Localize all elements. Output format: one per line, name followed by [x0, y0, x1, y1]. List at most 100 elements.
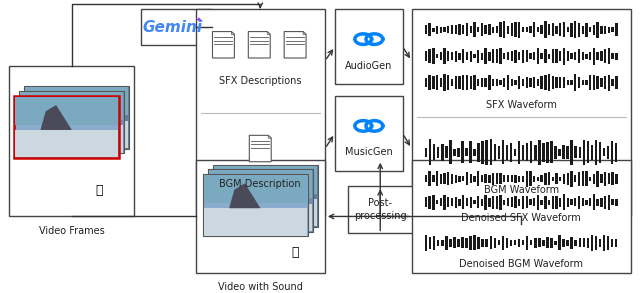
Bar	[209, 204, 312, 231]
Bar	[466, 172, 468, 185]
Text: AudioGen: AudioGen	[345, 61, 392, 71]
Bar	[538, 239, 541, 247]
Bar	[447, 26, 449, 33]
Bar	[432, 76, 435, 89]
Bar	[503, 21, 506, 38]
Bar	[574, 198, 577, 207]
Bar	[529, 78, 532, 87]
Bar	[454, 197, 457, 207]
Bar	[575, 240, 577, 246]
Bar	[563, 22, 565, 37]
Bar	[437, 146, 440, 158]
Text: ✦: ✦	[196, 16, 202, 22]
Bar	[589, 177, 591, 181]
Bar	[458, 76, 461, 89]
Polygon shape	[284, 32, 306, 58]
Bar	[542, 143, 545, 162]
Bar	[425, 25, 427, 35]
Bar	[566, 173, 569, 185]
Bar	[458, 176, 461, 182]
Bar	[563, 174, 565, 184]
Bar	[457, 239, 460, 246]
Text: SFX Descriptions: SFX Descriptions	[219, 76, 301, 86]
Bar	[541, 200, 543, 205]
Bar	[209, 170, 312, 198]
Bar	[533, 52, 535, 60]
Bar	[20, 92, 123, 120]
Bar	[499, 48, 502, 64]
Bar	[412, 160, 630, 273]
Bar	[503, 79, 506, 86]
Bar	[440, 78, 442, 87]
Bar	[444, 48, 445, 64]
Bar	[432, 28, 435, 32]
Bar	[470, 174, 472, 183]
Bar	[429, 171, 431, 186]
Bar	[537, 195, 539, 210]
Bar	[481, 199, 483, 206]
Bar	[481, 23, 483, 36]
Bar	[488, 175, 490, 183]
Bar	[558, 149, 561, 156]
Bar	[578, 50, 580, 63]
Bar	[492, 173, 494, 185]
Text: BGM Waveform: BGM Waveform	[484, 185, 559, 195]
Bar	[548, 200, 550, 205]
Bar	[534, 238, 536, 248]
Bar	[608, 27, 610, 33]
Bar	[525, 50, 528, 62]
Bar	[604, 172, 606, 186]
Bar	[578, 196, 580, 209]
Bar	[574, 21, 577, 38]
Bar	[599, 142, 601, 163]
Bar	[507, 52, 509, 60]
Bar	[582, 238, 585, 248]
Bar	[586, 54, 588, 59]
Bar	[608, 195, 610, 210]
Bar	[433, 144, 435, 160]
Bar	[196, 160, 325, 273]
Bar	[462, 75, 465, 90]
Bar	[511, 23, 513, 36]
Text: Post-
processing: Post- processing	[354, 198, 406, 222]
Bar	[458, 199, 461, 206]
Bar	[522, 240, 524, 246]
Bar	[525, 76, 528, 88]
Bar	[596, 199, 599, 206]
Text: 🔊: 🔊	[291, 246, 299, 259]
Bar	[449, 140, 452, 164]
Bar	[457, 148, 460, 157]
Bar	[604, 26, 606, 34]
Bar	[604, 49, 606, 63]
Bar	[525, 171, 528, 187]
Bar	[615, 174, 618, 184]
Bar	[451, 198, 453, 206]
Bar	[477, 171, 479, 186]
Bar	[425, 197, 427, 207]
Bar	[566, 28, 569, 32]
Bar	[522, 27, 524, 32]
Bar	[488, 52, 490, 61]
Bar	[522, 176, 524, 182]
Bar	[196, 9, 325, 217]
Bar	[518, 239, 520, 247]
Bar	[441, 144, 444, 161]
Bar	[558, 236, 561, 250]
Bar	[15, 130, 118, 157]
Bar	[436, 54, 438, 58]
Bar	[582, 80, 584, 85]
Bar	[451, 52, 453, 60]
Bar	[514, 241, 516, 245]
Bar	[530, 141, 532, 163]
Bar	[579, 146, 581, 158]
Bar	[578, 172, 580, 185]
Bar	[566, 51, 569, 61]
Bar	[511, 51, 513, 61]
Bar	[462, 25, 465, 35]
Bar	[26, 120, 128, 148]
Bar	[600, 51, 603, 61]
Bar	[498, 146, 500, 159]
Bar	[484, 195, 487, 210]
Text: Denoised BGM Waveform: Denoised BGM Waveform	[459, 259, 583, 269]
Bar	[454, 175, 457, 183]
